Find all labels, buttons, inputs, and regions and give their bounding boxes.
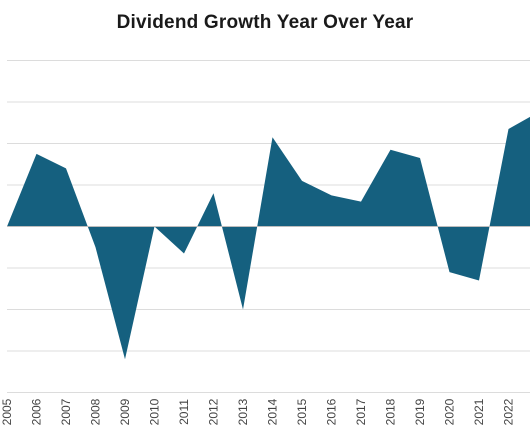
area-series	[7, 116, 530, 360]
x-tick-label: 2020	[443, 398, 457, 425]
x-tick-label: 2012	[207, 398, 221, 425]
x-tick-label: 2011	[177, 399, 191, 425]
x-tick-label: 2019	[413, 398, 427, 425]
x-tick-label: 2006	[30, 398, 44, 425]
x-tick-label: 2014	[266, 398, 280, 425]
x-tick-label: 2007	[59, 398, 73, 425]
x-tick-label: 2009	[118, 398, 132, 425]
x-tick-label: 2018	[384, 398, 398, 425]
x-tick-label: 2021	[472, 398, 486, 425]
x-tick-label: 2017	[354, 398, 368, 425]
x-tick-label: 2008	[89, 398, 103, 425]
x-tick-label: 2016	[325, 398, 339, 425]
chart-title: Dividend Growth Year Over Year	[116, 12, 414, 33]
x-tick-label: 2013	[236, 398, 250, 425]
x-tick-label: 2005	[0, 398, 14, 425]
x-tick-label: 2010	[148, 398, 162, 425]
x-tick-label: 2022	[502, 398, 516, 425]
x-tick-label: 2015	[295, 398, 309, 425]
